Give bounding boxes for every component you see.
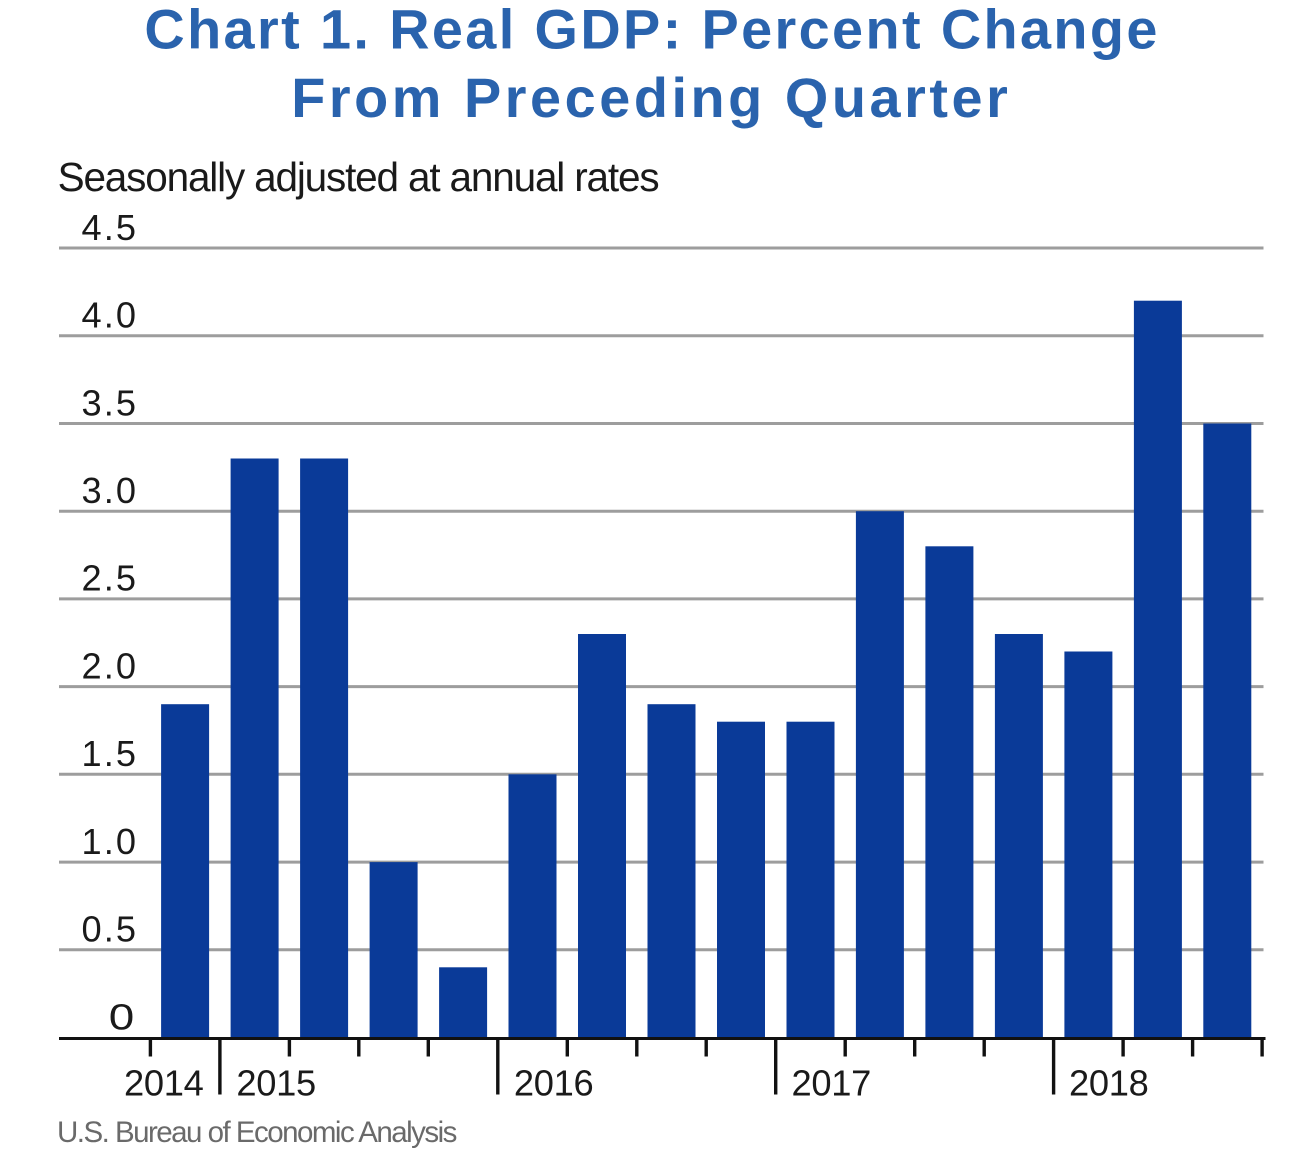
svg-text:4.0: 4.0 [82, 295, 137, 336]
svg-text:1.0: 1.0 [82, 821, 137, 862]
svg-text:2017: 2017 [792, 1063, 872, 1104]
svg-text:Chart 1. Real GDP: Percent Cha: Chart 1. Real GDP: Percent Change [144, 0, 1157, 60]
svg-text:3.5: 3.5 [82, 382, 137, 423]
svg-text:2014: 2014 [124, 1063, 204, 1104]
svg-text:1.5: 1.5 [82, 733, 137, 774]
svg-text:2.5: 2.5 [82, 558, 137, 599]
svg-text:Seasonally adjusted at annual: Seasonally adjusted at annual rates [58, 154, 660, 200]
svg-text:3.0: 3.0 [82, 470, 137, 511]
svg-text:0: 0 [109, 996, 135, 1037]
svg-text:4.5: 4.5 [82, 207, 137, 248]
svg-text:0.5: 0.5 [82, 909, 137, 950]
svg-text:U.S. Bureau of Economic Analys: U.S. Bureau of Economic Analysis [57, 1116, 457, 1149]
svg-text:From Preceding Quarter: From Preceding Quarter [291, 66, 1008, 129]
svg-text:2018: 2018 [1069, 1063, 1149, 1104]
svg-text:2.0: 2.0 [82, 645, 137, 686]
svg-text:2015: 2015 [236, 1063, 316, 1104]
svg-text:2016: 2016 [514, 1063, 594, 1104]
